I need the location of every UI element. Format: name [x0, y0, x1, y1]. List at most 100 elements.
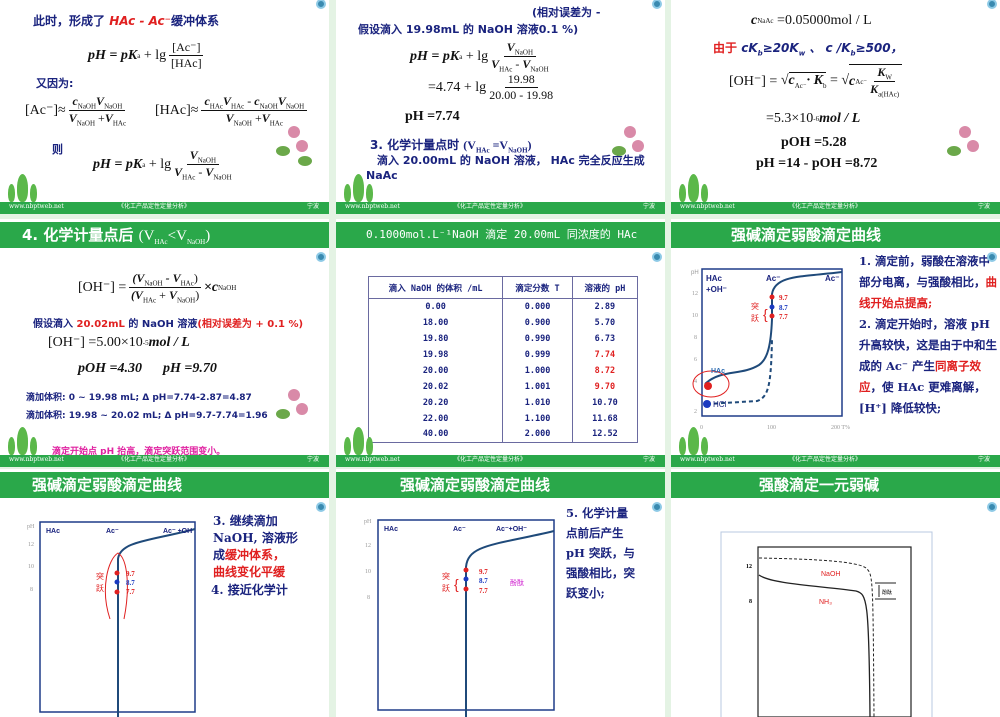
slide-thumbnail-7[interactable]: 强碱滴定弱酸滴定曲线 pH 12 10 8 HAc Ac⁻ Ac⁻ +OH 突跃 9.7 8… — [0, 469, 329, 717]
ph-formula: pH = pK a + lg [Ac⁻] [HAc] — [88, 40, 204, 70]
table-row: 20.00 1.000 8.72 — [367, 362, 639, 379]
jump-point — [114, 589, 120, 595]
label-ac-oh: Ac⁻ +OH — [163, 528, 192, 535]
label-jump: 跃 — [442, 584, 450, 593]
label-hac: HAc — [706, 274, 723, 283]
cell-volume: 18.00 — [367, 314, 504, 331]
ornament-icon — [652, 252, 662, 262]
hcl-start-point — [703, 400, 711, 408]
label-jump: 突 — [751, 301, 759, 311]
poh-result: pOH =5.28 — [781, 135, 847, 150]
slide-thumbnail-4[interactable]: 4. 化学计量点后 (VHAc<VNaOH) [OH⁻] = (VNaOH - V… — [0, 219, 329, 467]
y-tick: 8 — [694, 335, 697, 341]
jump-point — [463, 586, 469, 592]
svg-text:{: { — [454, 576, 459, 592]
value-9-7: 9.7 — [126, 570, 135, 578]
x-tick: 0 — [700, 425, 703, 431]
indicator-label: 酚酞 — [510, 578, 524, 587]
volume-range-1: 滴加体积: 0 ~ 19.98 mL; Δ pH=7.74-2.87=4.87 — [26, 393, 252, 403]
oh-result: [OH⁻] =5.00×10 -5 mol / L — [48, 334, 190, 351]
y-axis-label: pH — [27, 524, 35, 530]
slide-footer: www.nbptweb.net 《化工产品定性定量分析》 宁波 — [671, 455, 1000, 467]
flower-decoration-icon — [941, 126, 991, 201]
logo-tree-icon — [679, 174, 709, 202]
value-7-7: 7.7 — [479, 587, 488, 595]
table-row: 0.00 0.000 2.89 — [367, 298, 639, 315]
hac-curve — [117, 528, 196, 717]
y-tick: 6 — [694, 357, 697, 363]
slide-title: 强酸滴定一元弱碱 — [671, 472, 1000, 498]
slide-thumbnail-6[interactable]: 强碱滴定弱酸滴定曲线 pH 12 10 8 6 4 2 0 100 200 T% HAc +OH… — [671, 219, 1000, 467]
cell-ph: 5.70 — [571, 314, 639, 331]
slide-thumbnail-5[interactable]: 0.1000mol.L⁻¹NaOH 滴定 20.00mL 同浓度的 HAc 滴入… — [336, 219, 665, 467]
col-header-ph: 溶液的 pH — [571, 276, 639, 299]
slide-thumbnail-2[interactable]: (相对误差为 - 假设滴入 19.98mL 的 NaOH 溶液0.1 %) pH… — [336, 0, 665, 214]
value-7-7: 7.7 — [779, 313, 788, 321]
then-label: 则 — [52, 143, 63, 156]
equivalence-point — [114, 579, 120, 585]
assume-line: 假设滴入 19.98mL 的 NaOH 溶液0.1 %) — [358, 23, 579, 36]
slide-title: 强碱滴定弱酸滴定曲线 — [0, 472, 329, 498]
value-9-7: 9.7 — [779, 294, 788, 302]
y-tick: 4 — [694, 379, 697, 385]
value-8-7: 8.7 — [779, 304, 788, 312]
ornament-icon — [652, 0, 662, 9]
plot-frame — [701, 268, 843, 417]
logo-tree-icon — [8, 427, 38, 455]
slide-footer: www.nbptweb.net 《化工产品定性定量分析》 宁波 — [671, 202, 1000, 214]
cell-fraction: 2.000 — [502, 426, 573, 443]
jump-point — [114, 570, 120, 576]
y-tick: 2 — [694, 409, 697, 415]
slide-thumbnail-8[interactable]: 强碱滴定弱酸滴定曲线 pH 12 10 8 HAc Ac⁻ Ac⁻+OH⁻ 突跃 { 9.7… — [336, 469, 665, 717]
jump-highlight — [104, 552, 128, 620]
slide-footer: www.nbptweb.net 《化工产品定性定量分析》 宁波 — [0, 455, 329, 467]
y-tick: 10 — [692, 313, 698, 319]
label-ac: Ac⁻ — [106, 528, 119, 535]
volume-range-2: 滴加体积: 19.98 ~ 20.02 mL; Δ pH=9.7-7.74=1.… — [26, 411, 268, 421]
label-jump: 突 — [442, 571, 450, 581]
slide-thumbnail-1[interactable]: 此时，形成了 HAc - Ac⁻缓冲体系 pH = pK a + lg [Ac⁻][… — [0, 0, 329, 214]
y-axis-label: pH — [691, 270, 699, 276]
y-tick: 12 — [28, 542, 34, 548]
table-row: 19.80 0.990 6.73 — [367, 330, 639, 347]
condition-line: 由于 cKb≥20Kw 、 c /Kb≥500， — [713, 41, 903, 58]
ornament-icon — [987, 252, 997, 262]
label-oh: +OH⁻ — [706, 285, 727, 294]
oh-formula: [OH⁻] = √ cAc⁻· Kb = √ c Ac⁻ KW Ka(HAc) — [729, 64, 903, 99]
indicator-label: 酚酞 — [882, 589, 892, 596]
explanation-text: 5. 化学计量 点前后产生 pH 突跃，与 强酸相比，突 跃变小; — [566, 506, 635, 600]
label-ac: Ac⁻ — [825, 274, 839, 283]
label-hac-curve: HAc — [711, 368, 725, 375]
label-ac: Ac⁻ — [453, 526, 466, 533]
y-tick: 10 — [365, 569, 371, 575]
label-nh3: NH₃ — [819, 599, 832, 606]
y-tick: 12 — [746, 564, 752, 570]
cell-volume: 20.02 — [367, 378, 504, 395]
y-tick: 12 — [365, 543, 371, 549]
cell-ph: 11.68 — [571, 410, 639, 427]
table-row: 20.20 1.010 10.70 — [367, 394, 639, 411]
ph-result: pH =9.70 — [163, 361, 217, 376]
table-row: 19.98 0.999 7.74 — [367, 346, 639, 363]
y-tick: 12 — [692, 291, 698, 297]
conclusion-note: 滴定开始点 pH 抬高，滴定突跃范围变小。 — [52, 447, 226, 457]
explanation-text: 3. 继续滴加 NaOH, 溶液形 成缓冲体系， 曲线变化平缓 — [213, 514, 298, 579]
cell-fraction: 1.001 — [502, 378, 573, 395]
svg-text:{: { — [763, 306, 768, 322]
cell-ph: 2.89 — [571, 298, 639, 315]
poh-result: pOH =4.30 — [78, 361, 142, 376]
logo-tree-icon — [344, 174, 374, 202]
cell-fraction: 0.900 — [502, 314, 573, 331]
ph-formula: pH = pK a + lg VNaOH VHAc - VNaOH — [410, 40, 549, 74]
slide-title: 0.1000mol.L⁻¹NaOH 滴定 20.00mL 同浓度的 HAc — [336, 222, 665, 248]
weak-base-titration-diagram: 128 酚酞 NaOH NH₃ — [720, 531, 933, 717]
slide-footer: www.nbptweb.net 《化工产品定性定量分析》 宁波 — [0, 202, 329, 214]
slide-thumbnail-9[interactable]: 强酸滴定一元弱碱 12 8 酚酞 NaOH NH₃ — [671, 469, 1000, 717]
label-hac: HAc — [46, 528, 60, 535]
cell-ph: 8.72 — [571, 362, 639, 379]
value-8-7: 8.7 — [126, 579, 135, 587]
slide-thumbnail-3[interactable]: c NaAc =0.05000mol / L 由于 cKb≥20Kw 、 c /K… — [671, 0, 1000, 214]
ornament-icon — [316, 0, 326, 9]
ph-calc: =4.74 + lg 19.98 20.00 - 19.98 — [428, 72, 554, 102]
explanation-step4: 4. 接近化学计 — [211, 583, 288, 597]
